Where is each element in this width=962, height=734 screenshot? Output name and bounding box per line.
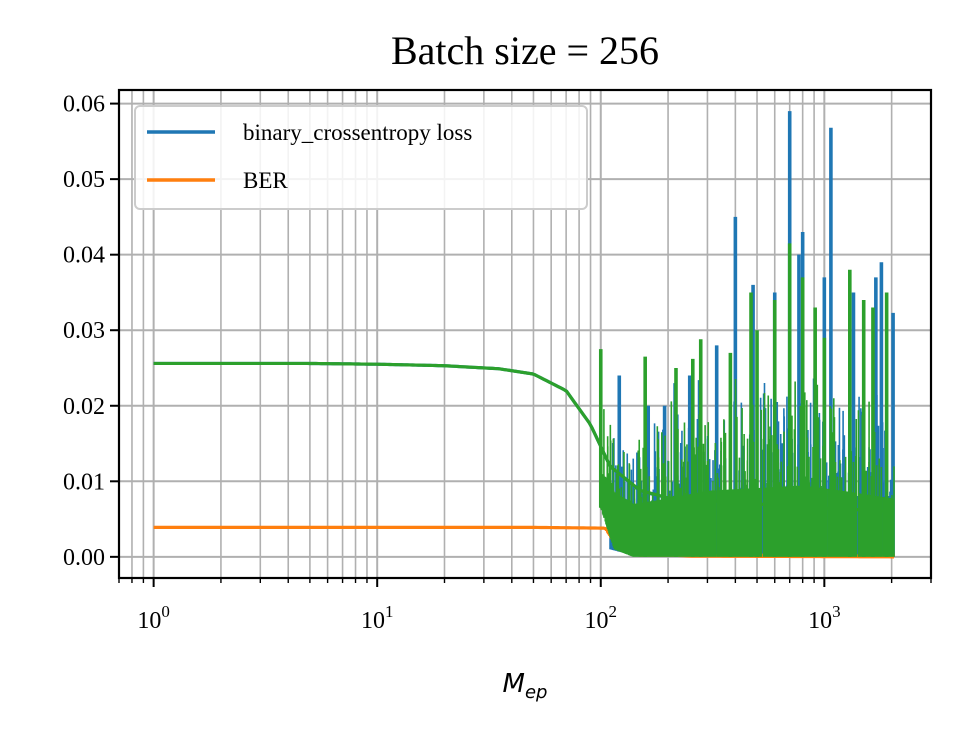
x-axis-label-subscript: ep [525,682,548,703]
x-tick-label: 102 [585,602,618,634]
x-tick-label: 103 [808,602,841,634]
axis-ticks: 0.00 0.01 0.02 0.03 0.04 0.05 0.06 100 101 102 103 [63,92,932,634]
x-axis-label: Mep [503,669,548,703]
series-unlabeled [153,243,895,557]
legend-label: binary_crossentropy loss [243,120,472,145]
legend-label: BER [243,168,288,193]
y-tick-label: 0.02 [63,394,105,420]
y-tick-label: 0.06 [63,92,105,118]
y-tick-label: 0.05 [63,167,105,193]
x-tick-label: 100 [137,602,170,634]
x-axis-label-main: M [503,669,525,699]
y-tick-label: 0.01 [63,469,105,495]
y-tick-label: 0.04 [63,243,105,269]
x-tick-label: 101 [361,602,394,634]
plot-series [153,111,895,559]
axes-frame [117,88,933,580]
y-tick-label: 0.03 [63,318,105,344]
chart-title: Batch size = 256 [391,28,659,73]
y-tick-label: 0.00 [63,545,105,571]
legend-box [134,105,588,210]
legend: binary_crossentropy loss BER [134,105,588,210]
